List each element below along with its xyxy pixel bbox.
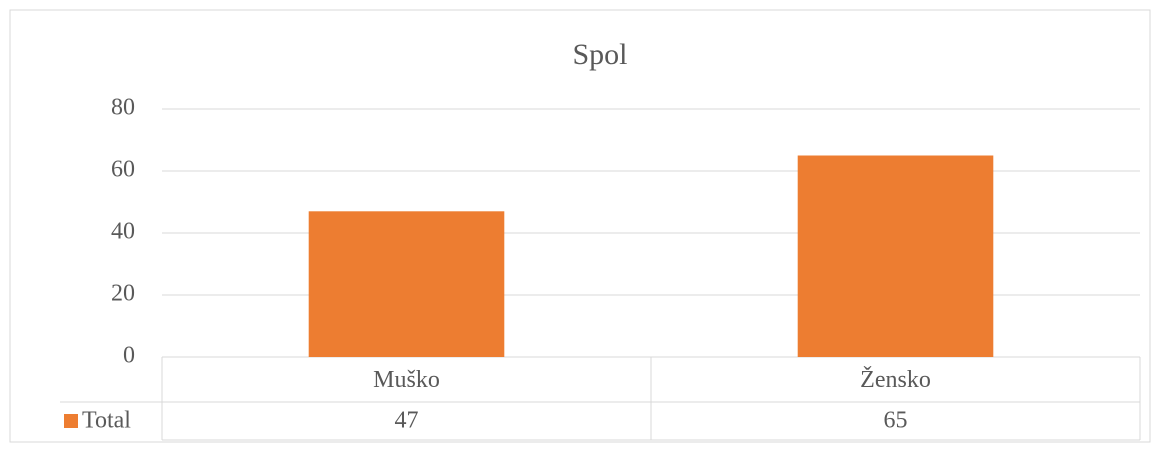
x-tick-label: Žensko	[860, 367, 931, 393]
x-tick-label: Muško	[373, 367, 440, 393]
bar	[308, 211, 505, 357]
y-tick-label: 0	[123, 343, 135, 369]
bar	[797, 155, 994, 357]
y-tick-label: 20	[111, 281, 135, 307]
y-tick-label: 80	[111, 95, 135, 121]
legend-key	[64, 414, 78, 428]
y-tick-label: 60	[111, 157, 135, 183]
chart-title: Spol	[572, 38, 627, 71]
table-value: 47	[395, 408, 419, 434]
y-tick-label: 40	[111, 219, 135, 245]
table-value: 65	[884, 408, 908, 434]
legend-label: Total	[82, 408, 131, 434]
